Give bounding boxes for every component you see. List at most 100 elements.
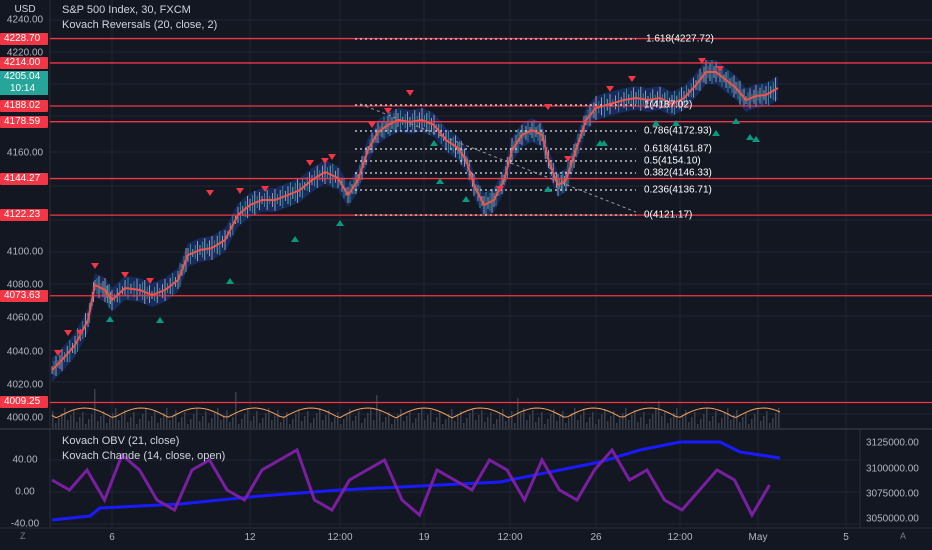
- price-tick: 4060.00: [6, 312, 44, 324]
- volume-bar: [259, 423, 261, 428]
- red-level-label: 4122.23: [0, 209, 48, 222]
- currency-label[interactable]: USD: [14, 4, 36, 15]
- volume-bar: [550, 414, 552, 428]
- fib-lines[interactable]: [355, 38, 636, 216]
- volume-bar: [178, 422, 180, 428]
- volume-bar: [526, 420, 528, 428]
- volume-bar: [694, 412, 696, 428]
- auto-scale-button[interactable]: A: [900, 531, 907, 541]
- up-arrow: [672, 120, 680, 126]
- symbol-title[interactable]: S&P 500 Index, 30, FXCM: [62, 4, 191, 16]
- volume-bar: [772, 418, 774, 428]
- volume-bar: [655, 409, 657, 428]
- volume-bar: [397, 414, 399, 428]
- obv-title[interactable]: Kovach OBV (21, close): [62, 435, 180, 447]
- obv-line: [51, 440, 781, 522]
- volume-bar: [295, 414, 297, 428]
- volume-bar: [700, 419, 702, 428]
- volume-bar: [742, 417, 744, 428]
- volume-bar: [418, 413, 420, 428]
- price-tick: 4020.00: [6, 379, 44, 391]
- volume-bar: [610, 416, 612, 428]
- volume-bar: [391, 424, 393, 428]
- up-arrow: [652, 120, 660, 126]
- lower-left-tick: 0.00: [15, 486, 35, 498]
- volume-bar: [775, 413, 777, 428]
- volume-bar: [163, 413, 165, 428]
- volume-bar: [565, 423, 567, 428]
- volume-bar: [292, 419, 294, 428]
- red-level-lines[interactable]: [50, 37, 932, 404]
- time-tick: 6: [109, 532, 115, 543]
- volume-bar: [592, 412, 594, 428]
- volume-bar: [586, 422, 588, 428]
- indicator-title[interactable]: Kovach Reversals (20, close, 2): [62, 19, 218, 31]
- lower-left-tick: 40.00: [12, 454, 38, 466]
- volume-bar: [568, 418, 570, 428]
- volume-bar: [673, 413, 675, 428]
- volume-bar: [394, 419, 396, 428]
- volume-bar: [52, 411, 54, 428]
- lower-right-tick: 3075000.00: [866, 488, 919, 500]
- volume-bar: [271, 420, 273, 428]
- volume-bar: [487, 417, 489, 428]
- price-tick: 4080.00: [6, 279, 44, 291]
- volume-bar: [94, 389, 96, 428]
- volume-bar: [355, 416, 357, 428]
- volume-bar: [499, 414, 501, 428]
- volume-bar: [469, 413, 471, 428]
- volume-bar: [124, 410, 126, 428]
- down-arrow: [236, 188, 244, 194]
- volume-bar: [490, 412, 492, 428]
- up-arrow: [752, 136, 760, 142]
- volume-bar: [631, 415, 633, 428]
- fib-label: 0(4121.17): [644, 209, 693, 221]
- volume-bar: [73, 410, 75, 428]
- red-level-label: 4214.00: [0, 56, 48, 69]
- volume-bar: [619, 418, 621, 428]
- up-arrow: [462, 196, 470, 202]
- volume-bar: [604, 409, 606, 428]
- down-arrow: [91, 263, 99, 269]
- volume-bar: [79, 417, 81, 428]
- volume-bar: [385, 417, 387, 428]
- red-level-label: 4188.02: [0, 100, 48, 113]
- down-arrow: [384, 108, 392, 114]
- volume-bar: [559, 416, 561, 428]
- volume-bar: [82, 412, 84, 428]
- volume-bar: [262, 418, 264, 428]
- volume-bar: [265, 413, 267, 428]
- volume-bar: [175, 410, 177, 428]
- volume-bar: [457, 416, 459, 428]
- down-arrow: [64, 330, 72, 336]
- chande-line: [51, 447, 771, 519]
- chande-title[interactable]: Kovach Chande (14, close, open): [62, 450, 226, 462]
- up-arrow: [106, 316, 114, 322]
- volume-bar: [625, 408, 627, 428]
- volume-bar: [235, 392, 237, 428]
- volume-bar: [130, 417, 132, 428]
- volume-bar: [346, 414, 348, 428]
- volume-bar: [370, 408, 372, 428]
- volume-bar: [622, 413, 624, 428]
- volume-bar: [85, 424, 87, 428]
- volume-bar: [553, 409, 555, 428]
- volume-bar: [274, 415, 276, 428]
- volume-bar: [190, 419, 192, 428]
- volume-bar: [112, 413, 114, 428]
- volume-bar: [658, 401, 660, 428]
- volume-bar: [556, 421, 558, 428]
- red-level-label: 4228.70: [0, 32, 48, 45]
- volume-bar: [316, 413, 318, 428]
- volume-bar: [55, 423, 57, 428]
- volume-bar: [766, 411, 768, 428]
- current-price-tag: 4205.04 10:14: [0, 71, 48, 95]
- volume-bar: [373, 420, 375, 428]
- volume-bar: [649, 419, 651, 428]
- volume-bar: [67, 420, 69, 428]
- volume-bar: [493, 424, 495, 428]
- volume-bar: [232, 417, 234, 428]
- lower-right-tick: 3100000.00: [866, 463, 919, 475]
- zoom-button[interactable]: Z: [20, 531, 26, 541]
